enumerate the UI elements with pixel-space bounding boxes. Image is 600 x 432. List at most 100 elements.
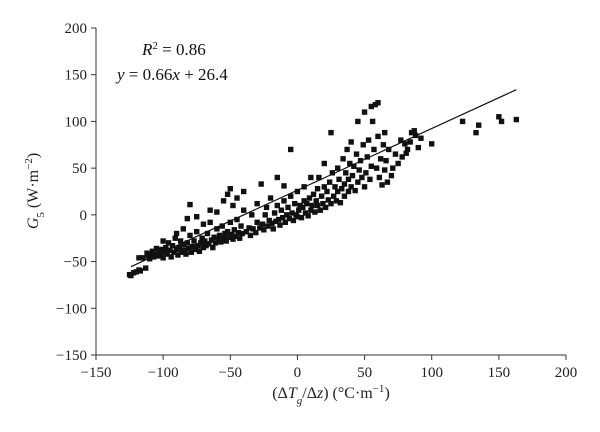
data-point [164, 251, 170, 257]
data-point [204, 230, 211, 237]
data-point [160, 238, 166, 244]
data-point [262, 212, 268, 218]
data-point [296, 207, 302, 213]
data-point [184, 215, 191, 222]
data-point [388, 172, 395, 179]
data-point [309, 202, 315, 209]
data-point [429, 141, 435, 147]
data-point [302, 210, 309, 216]
data-point [230, 236, 236, 242]
data-point [220, 198, 227, 204]
data-point [191, 238, 197, 244]
data-point [320, 200, 326, 207]
data-point [310, 191, 317, 197]
data-point [234, 195, 240, 201]
data-point [332, 184, 338, 190]
data-point [187, 201, 193, 208]
data-point [513, 116, 520, 123]
data-point [159, 246, 165, 253]
data-point [392, 151, 399, 157]
data-point [325, 197, 332, 203]
data-point [376, 174, 383, 181]
data-point [181, 247, 188, 254]
data-point [239, 230, 246, 237]
data-point [312, 209, 318, 215]
data-point [207, 219, 213, 226]
data-point [278, 207, 285, 213]
data-point [383, 157, 389, 164]
data-point [399, 154, 405, 160]
data-point [247, 232, 254, 239]
data-point [361, 184, 368, 190]
data-point [183, 251, 189, 257]
data-point [199, 235, 205, 241]
y-tick-label: −150 [56, 348, 87, 364]
data-point [281, 183, 287, 189]
data-point [220, 235, 227, 241]
data-point [353, 151, 360, 157]
data-point [300, 204, 306, 211]
data-point [274, 174, 280, 181]
data-point [151, 254, 157, 260]
data-point [235, 229, 242, 236]
data-point [292, 200, 298, 207]
data-point [200, 221, 207, 227]
x-tick-label: −50 [219, 365, 242, 381]
data-point [306, 195, 313, 201]
data-point [188, 249, 195, 255]
data-point [337, 200, 344, 206]
data-point [390, 165, 396, 171]
y-axis-label: G5 (W·m−2) [23, 153, 47, 229]
data-point [177, 238, 184, 244]
data-point [316, 174, 322, 181]
data-point [395, 160, 401, 167]
data-point [294, 214, 301, 220]
data-point [194, 228, 200, 235]
data-point [168, 254, 174, 260]
data-point [171, 249, 177, 255]
data-point [269, 220, 275, 226]
data-point [241, 207, 247, 213]
data-point [224, 228, 231, 235]
data-point [341, 193, 348, 199]
data-point [333, 198, 340, 204]
data-point [194, 214, 200, 220]
data-point [224, 191, 231, 197]
data-point [216, 232, 223, 239]
data-point [317, 207, 323, 213]
data-point [313, 198, 319, 204]
data-point [348, 139, 354, 145]
data-point [172, 235, 178, 241]
data-point [359, 174, 365, 181]
data-points [126, 100, 520, 279]
data-point [476, 122, 482, 128]
data-point [355, 118, 361, 125]
data-point [321, 160, 327, 167]
data-point [212, 240, 219, 246]
data-point [304, 200, 310, 207]
data-point [267, 195, 274, 201]
data-point [279, 214, 286, 221]
data-point [202, 238, 208, 244]
y-axis-ticks: −150 −100 −50 0 50 100 150 200 [56, 21, 96, 364]
data-point [364, 154, 370, 160]
data-point [369, 118, 376, 125]
data-point [227, 219, 233, 226]
data-point [185, 245, 192, 252]
data-point [249, 212, 255, 218]
data-point [231, 227, 238, 233]
data-point [258, 181, 264, 187]
data-point [283, 212, 290, 218]
data-point [496, 114, 502, 120]
data-point [208, 237, 215, 243]
data-point [365, 137, 372, 143]
data-point [227, 186, 233, 192]
data-point [214, 226, 220, 232]
data-point [228, 231, 235, 238]
data-point [195, 242, 201, 249]
data-point [384, 179, 391, 185]
data-point [253, 229, 259, 236]
data-point [275, 216, 282, 223]
data-point [142, 265, 149, 271]
